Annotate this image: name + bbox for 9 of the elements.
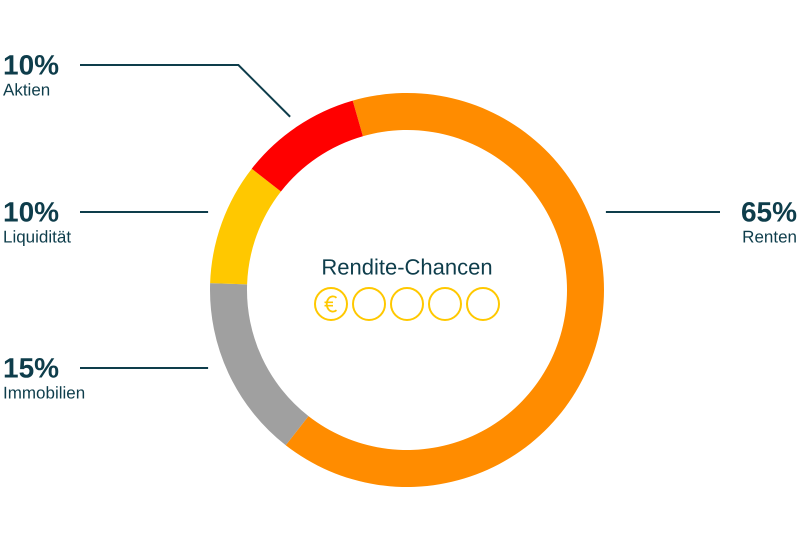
data-label: 10% (3, 50, 60, 80)
slice-label: Liquidität (3, 228, 72, 246)
slice-label: Renten (742, 228, 797, 246)
slice-label: Aktien (3, 80, 50, 100)
data-label: 15% (3, 352, 60, 384)
slice-label: Immobilien (3, 384, 86, 402)
text: Rendite-Chancen (321, 254, 493, 280)
data-label: 65% (740, 196, 798, 228)
data-label: 10% (3, 196, 60, 228)
